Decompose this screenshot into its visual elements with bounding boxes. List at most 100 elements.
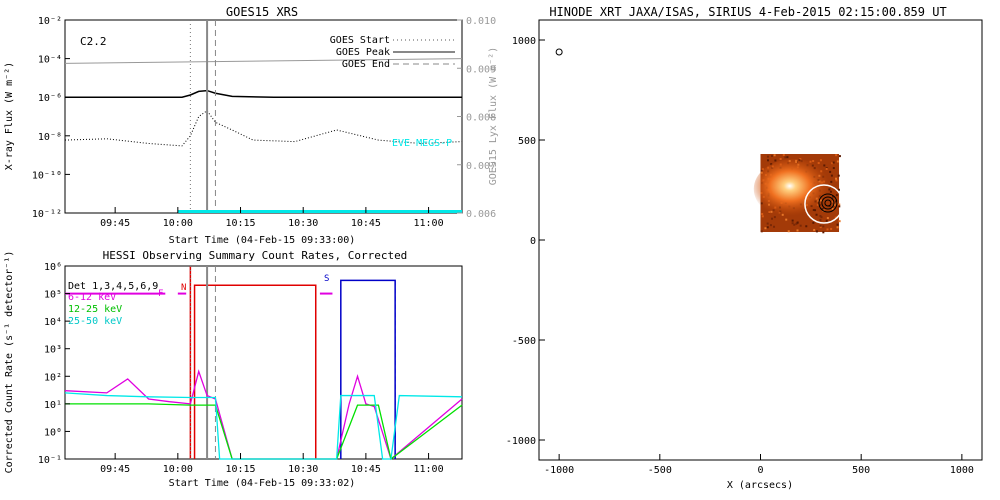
xrt-contour — [824, 199, 832, 207]
xrt-speckle — [815, 230, 818, 233]
xrt-speckle — [831, 195, 834, 198]
hessi-xtick-label: 10:30 — [288, 464, 318, 475]
xrt-speckle — [773, 154, 776, 157]
goes-y-ticks: 10⁻² 10⁻⁴ 10⁻⁶ 10⁻⁸ 10⁻¹⁰ 10⁻¹² — [32, 16, 70, 220]
xrt-speckle — [836, 223, 839, 226]
xrt-ytick-label: 500 — [518, 136, 536, 147]
goes-y2tick-label: 0.006 — [466, 209, 496, 220]
goes-xlabel: Start Time (04-Feb-15 09:33:00) — [169, 235, 356, 246]
xrt-ytick-label: -500 — [512, 336, 536, 347]
xrt-speckle — [770, 217, 773, 220]
xrt-speckle — [766, 222, 769, 225]
xrt-speckle — [809, 160, 812, 163]
xrt-speckle — [796, 221, 799, 224]
xrt-speckle — [835, 200, 838, 203]
goes-ytick-label: 10⁻¹⁰ — [32, 170, 62, 181]
xrt-speckle — [835, 179, 838, 182]
xrt-speckle — [825, 219, 828, 222]
xrt-speckle — [782, 154, 785, 157]
xrt-speckle — [805, 225, 808, 228]
hessi-xtick-label: 11:00 — [414, 464, 444, 475]
xrt-speckle — [838, 203, 841, 206]
xrt-speckle — [825, 167, 828, 170]
goes-legend-end: GOES End — [342, 59, 390, 70]
xrt-speckle — [769, 224, 772, 227]
goes-flare-class: C2.2 — [80, 35, 107, 48]
goes-y2label: GOES15 Lyx Flux (W m⁻²) — [488, 47, 499, 185]
hessi-saa-bar — [340, 279, 396, 459]
xrt-speckle — [770, 163, 773, 166]
xrt-speckle — [760, 230, 763, 233]
hessi-series-1 — [65, 403, 463, 461]
xrt-speckle — [838, 220, 841, 223]
xrt-bright-region — [753, 159, 834, 219]
xrt-speckle — [819, 215, 822, 218]
xrt-xtick-label: -1000 — [544, 465, 574, 476]
xrt-speckle — [835, 194, 838, 197]
goes-legend-peak: GOES Peak — [336, 47, 390, 58]
goes-ytick-label: 10⁻⁴ — [38, 55, 62, 66]
xrt-speckle — [833, 203, 836, 206]
goes-ytick-label: 10⁻⁸ — [38, 132, 62, 143]
xrt-speckle — [820, 216, 823, 219]
goes-y2-ticks: 0.010 0.009 0.008 0.007 0.006 — [457, 16, 496, 220]
hessi-ylabel: Corrected Count Rate (s⁻¹ detector⁻¹) — [4, 251, 15, 474]
xrt-speckle — [785, 218, 788, 221]
xrt-speckle — [766, 226, 769, 229]
xrt-speckle — [836, 226, 839, 229]
xrt-speckle — [786, 156, 789, 159]
xrt-speckle — [817, 162, 820, 165]
xrt-xtick-label: -500 — [648, 465, 672, 476]
xrt-speckle — [812, 221, 815, 224]
goes-xtick-label: 10:15 — [225, 218, 255, 229]
xrt-speckle — [837, 188, 840, 191]
goes-xtick-label: 10:30 — [288, 218, 318, 229]
xrt-contour — [818, 193, 838, 213]
hessi-ytick-label: 10⁻¹ — [38, 455, 62, 466]
xrt-speckle — [819, 224, 822, 227]
hessi-ytick-label: 10¹ — [44, 400, 62, 411]
xrt-speckle — [774, 159, 777, 162]
hessi-legend-det: Det 1,3,4,5,6,9 — [68, 281, 158, 292]
hessi-xtick-label: 10:15 — [225, 464, 255, 475]
xrt-speckle — [761, 215, 764, 218]
xrt-speckle — [793, 223, 796, 226]
hessi-plot-frame — [64, 265, 463, 460]
xrt-x-ticks: -1000 -500 0 500 1000 — [544, 454, 974, 476]
xrt-speckle — [823, 164, 826, 167]
xrt-speckle — [796, 229, 799, 232]
xrt-speckle — [832, 161, 835, 164]
hessi-ytick-label: 10² — [44, 372, 62, 383]
hessi-ytick-label: 10⁰ — [44, 427, 62, 438]
xrt-speckle — [826, 217, 829, 220]
xrt-speckle — [819, 159, 822, 162]
xrt-speckle — [831, 207, 834, 210]
xrt-speckle — [837, 174, 840, 177]
xrt-marker — [555, 48, 563, 56]
goes-xtick-label: 09:45 — [100, 218, 130, 229]
xrt-speckle — [813, 228, 816, 231]
xrt-xlabel: X (arcsecs) — [727, 480, 793, 491]
hessi-flag-f: F — [158, 289, 163, 299]
hessi-plot-area — [64, 266, 463, 461]
goes-xtick-label: 11:00 — [414, 218, 444, 229]
xrt-title: HINODE XRT JAXA/ISAS, SIRIUS 4-Feb-2015 … — [549, 5, 946, 19]
goes-ytick-label: 10⁻² — [38, 16, 62, 27]
xrt-speckle — [791, 222, 794, 225]
goes-ytick-label: 10⁻¹² — [32, 209, 62, 220]
xrt-xtick-label: 0 — [757, 465, 763, 476]
xrt-speckle — [819, 226, 822, 229]
xrt-speckle — [766, 155, 769, 158]
xrt-speckle — [795, 222, 798, 225]
hessi-flag-n: N — [181, 283, 186, 293]
hessi-ytick-label: 10⁴ — [44, 317, 62, 328]
goes-legend-start: GOES Start — [330, 35, 390, 46]
xrt-speckle — [829, 170, 832, 173]
hessi-legend-25-50: 25-50 keV — [68, 316, 122, 327]
xrt-field-circle — [804, 184, 844, 224]
xrt-speckle — [828, 205, 831, 208]
hessi-night-bar — [193, 284, 317, 459]
xrt-speckle — [836, 160, 839, 163]
hessi-xtick-label: 10:45 — [351, 464, 381, 475]
